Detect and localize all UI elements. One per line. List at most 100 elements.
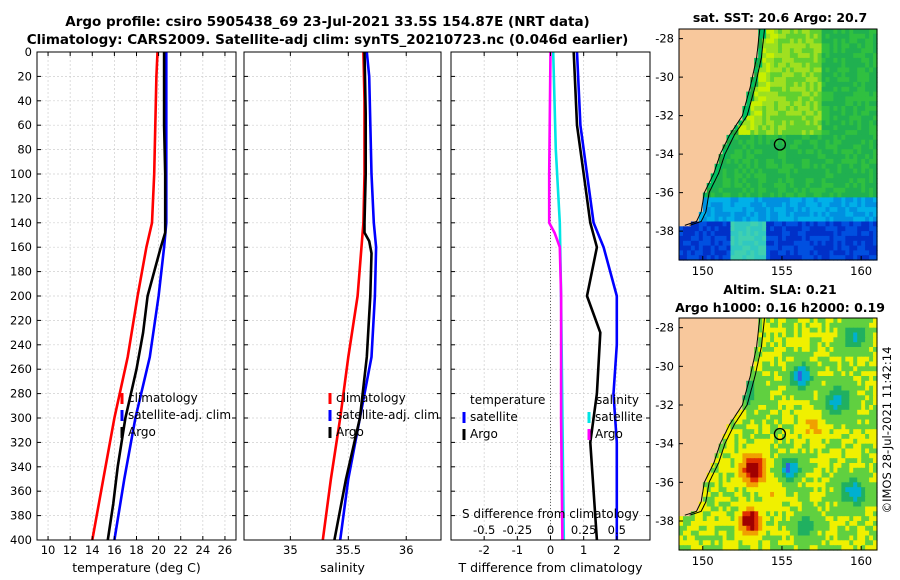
map-cell (861, 255, 866, 261)
map-cell (857, 149, 862, 155)
map-cell (797, 207, 803, 213)
map-cell (746, 231, 751, 237)
map-cell (734, 525, 739, 532)
map-cell (766, 216, 771, 223)
map-cell (801, 139, 807, 146)
figure-title-line2: Climatology: CARS2009. Satellite-adj cli… (26, 32, 629, 48)
map-cell (873, 29, 878, 35)
map-cell (722, 458, 728, 464)
map-cell (754, 211, 759, 218)
map-cell (742, 525, 747, 532)
map-cell (813, 395, 819, 401)
map-cell (789, 178, 795, 184)
map-cell (849, 342, 854, 348)
map-cell (857, 429, 862, 435)
map-cell (801, 134, 807, 141)
map-cell (829, 120, 835, 126)
map-cell (722, 535, 728, 541)
map-cell (809, 496, 815, 503)
map-cell (849, 405, 854, 411)
map-cell (706, 535, 712, 541)
x-axis-label: salinity (320, 560, 365, 575)
map-cell (861, 496, 866, 503)
map-cell (805, 33, 811, 40)
map-cell (698, 235, 704, 242)
map-cell (734, 530, 739, 537)
map-cell (837, 144, 842, 150)
map-cell (861, 144, 866, 150)
map-cell (726, 255, 732, 261)
map-cell (825, 168, 831, 174)
map-cell (821, 86, 827, 93)
map-cell (770, 516, 775, 522)
y-tick-label: 80 (17, 143, 32, 157)
map-cell (714, 496, 720, 503)
map-cell (841, 178, 846, 184)
map-cell (805, 492, 811, 498)
map-cell (726, 545, 732, 551)
map-cell (754, 250, 759, 256)
map-cell (789, 221, 795, 227)
map-cell (833, 516, 838, 522)
map-cell (797, 38, 803, 44)
map-cell (845, 72, 850, 78)
map-cell (837, 240, 842, 247)
map-cell (837, 322, 842, 329)
map-cell (849, 158, 854, 165)
map-cell (873, 395, 878, 401)
map-cell (789, 130, 795, 136)
map-cell (845, 197, 850, 203)
map-cell (702, 216, 708, 223)
map-cell (714, 250, 720, 256)
map-cell (718, 487, 724, 493)
map-cell (817, 467, 823, 474)
map-cell (778, 149, 783, 155)
map-cell (825, 443, 831, 450)
map-cell (821, 501, 827, 508)
map-cell (809, 255, 815, 261)
map-cell (853, 458, 858, 464)
map-cell (718, 187, 724, 194)
map-cell (841, 351, 846, 358)
map-cell (833, 545, 838, 551)
map-cell (750, 521, 755, 527)
map-cell (730, 231, 736, 237)
map-cell (785, 482, 791, 488)
map-cell (849, 337, 854, 343)
map-cell (789, 231, 795, 237)
map-cell (809, 482, 815, 488)
map-cell (813, 77, 819, 83)
map-cell (849, 347, 854, 353)
map-cell (730, 477, 736, 483)
map-cell (793, 521, 799, 527)
map-cell (805, 86, 811, 93)
map-cell (841, 318, 846, 324)
map-cell (793, 115, 799, 121)
map-cell (837, 57, 842, 64)
y-tick-label: 260 (10, 362, 32, 376)
map-cell (770, 202, 775, 208)
map-cell (702, 545, 708, 551)
map-cell (758, 380, 763, 387)
map-cell (861, 521, 866, 527)
map-cell (738, 144, 743, 150)
map-cell (849, 434, 854, 440)
map-cell (873, 240, 878, 247)
map-cell (722, 245, 728, 251)
map-cell (718, 535, 724, 541)
map-cell (797, 33, 803, 40)
map-cell (825, 453, 831, 459)
map-cell (801, 43, 807, 49)
map-cell (758, 231, 763, 237)
map-cell (837, 525, 842, 532)
map-cell (774, 434, 779, 440)
map-cell (845, 347, 850, 353)
map-cell (770, 448, 775, 454)
map-cell (853, 511, 858, 517)
map-cell (746, 163, 751, 170)
map-cell (829, 62, 835, 69)
map-cell (750, 235, 755, 242)
map-cell (841, 173, 846, 179)
map-cell (801, 29, 807, 35)
map-cell (813, 516, 819, 522)
